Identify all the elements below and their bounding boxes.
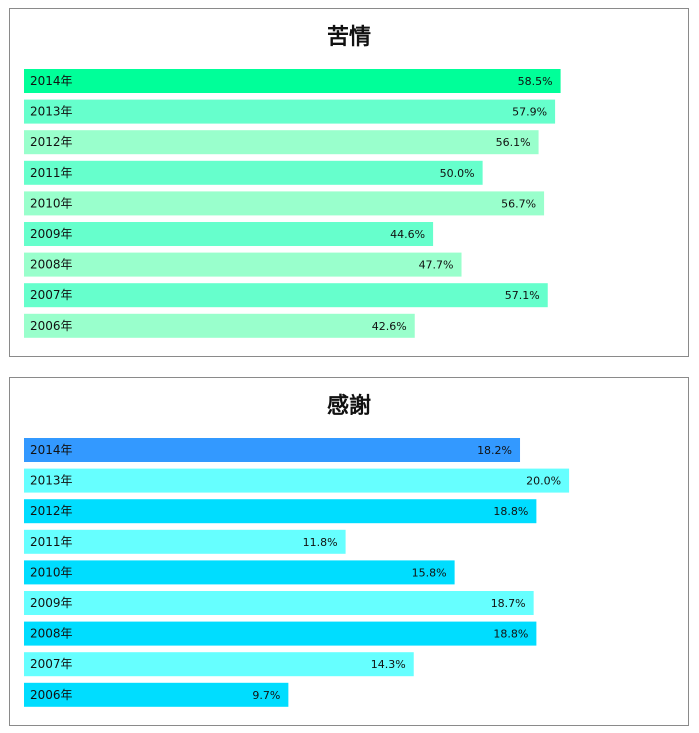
bar-2011年 bbox=[24, 160, 483, 185]
bar-2014年 bbox=[24, 69, 561, 93]
value-label: 58.5% bbox=[518, 75, 553, 88]
bar-2013年 bbox=[24, 468, 570, 493]
bar-2013年 bbox=[24, 99, 556, 124]
category-label: 2008年 bbox=[30, 627, 73, 641]
category-label: 2008年 bbox=[30, 258, 73, 272]
bar-2012年 bbox=[24, 499, 537, 524]
value-label: 18.7% bbox=[491, 597, 526, 610]
bar-2006年 bbox=[24, 682, 289, 707]
category-label: 2006年 bbox=[30, 319, 73, 333]
category-label: 2010年 bbox=[30, 565, 73, 579]
bar-2007年 bbox=[24, 652, 414, 677]
value-label: 42.6% bbox=[372, 320, 407, 333]
bar-2011年 bbox=[24, 529, 346, 554]
value-label: 14.3% bbox=[371, 658, 406, 671]
complaints-chart-panel: 苦情 2014年 58.5% 2013年 57.9% 2012年 56.1% 2011年 50… bbox=[9, 8, 689, 357]
bar-2009年 bbox=[24, 222, 434, 246]
bar-2014年 bbox=[24, 438, 521, 462]
complaints-bar-chart: 2014年 58.5% 2013年 57.9% 2012年 56.1% 2011年 50.0%… bbox=[24, 69, 561, 338]
value-label: 11.8% bbox=[303, 536, 338, 549]
value-label: 57.9% bbox=[512, 106, 547, 119]
category-label: 2012年 bbox=[30, 504, 73, 518]
value-label: 47.7% bbox=[419, 259, 454, 272]
value-label: 56.7% bbox=[501, 197, 536, 210]
category-label: 2011年 bbox=[30, 166, 73, 180]
bar-2012年 bbox=[24, 130, 539, 155]
value-label: 18.8% bbox=[493, 505, 528, 518]
bar-2008年 bbox=[24, 621, 537, 646]
chart-title-thanks: 感謝 bbox=[326, 394, 371, 419]
category-label: 2009年 bbox=[30, 227, 73, 241]
value-label: 18.2% bbox=[477, 444, 512, 457]
value-label: 9.7% bbox=[252, 689, 280, 702]
bar-2006年 bbox=[24, 313, 415, 338]
bar-2009年 bbox=[24, 591, 534, 615]
bar-2007年 bbox=[24, 283, 548, 308]
bar-2010年 bbox=[24, 191, 545, 216]
category-label: 2014年 bbox=[30, 443, 73, 457]
thanks-bar-chart: 2014年 18.2% 2013年 20.0% 2012年 18.8% 2011年 11.8%… bbox=[24, 438, 570, 707]
value-label: 44.6% bbox=[390, 228, 425, 241]
value-label: 57.1% bbox=[505, 289, 540, 302]
category-label: 2011年 bbox=[30, 535, 73, 549]
bar-2010年 bbox=[24, 560, 455, 585]
category-label: 2013年 bbox=[30, 105, 73, 119]
category-label: 2007年 bbox=[30, 288, 73, 302]
value-label: 18.8% bbox=[493, 628, 528, 641]
category-label: 2014年 bbox=[30, 74, 73, 88]
chart-title-complaints: 苦情 bbox=[326, 25, 371, 50]
bar-2008年 bbox=[24, 252, 462, 277]
value-label: 56.1% bbox=[496, 136, 531, 149]
category-label: 2009年 bbox=[30, 596, 73, 610]
value-label: 15.8% bbox=[412, 566, 447, 579]
value-label: 20.0% bbox=[526, 475, 561, 488]
category-label: 2013年 bbox=[30, 474, 73, 488]
category-label: 2007年 bbox=[30, 657, 73, 671]
category-label: 2012年 bbox=[30, 135, 73, 149]
thanks-chart-panel: 感謝 2014年 18.2% 2013年 20.0% 2012年 18.8% 2011年 11… bbox=[9, 377, 689, 726]
category-label: 2010年 bbox=[30, 196, 73, 210]
category-label: 2006年 bbox=[30, 688, 73, 702]
value-label: 50.0% bbox=[440, 167, 475, 180]
